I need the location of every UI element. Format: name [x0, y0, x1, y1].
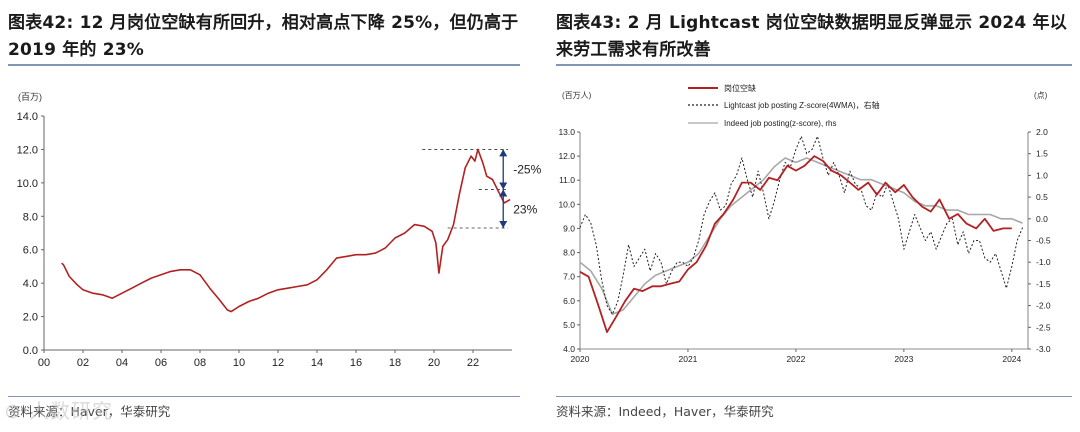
right-y2-tick-label: -2.5	[1036, 322, 1051, 332]
left-unit-label: (百万)	[18, 92, 42, 102]
right-series-line-1	[579, 135, 1024, 315]
left-figure-title: 图表42: 12 月岗位空缺有所回升，相对高点下降 25%，但仍高于 2019 …	[8, 13, 519, 60]
right-y-tick-label: 13.0	[558, 127, 575, 137]
right-y-tick-label: 12.0	[558, 151, 575, 161]
right-y2-tick-label: 0.5	[1036, 192, 1048, 202]
right-chart: (百万人) (点) 4.0 5.0 6.0 7.0 8.0 9.0 10.0 11.0 12.0 13…	[558, 83, 1051, 364]
right-y-tick-label: 7.0	[563, 272, 575, 282]
right-figure: 图表43: 2 月 Lightcast 岗位空缺数据明显反弹显示 2024 年以…	[548, 0, 1080, 432]
watermark-logo: ⊙ 人数研究	[4, 399, 114, 423]
left-above-2019-arrow-head	[499, 220, 508, 228]
left-x-tick-label: 06	[155, 357, 167, 369]
left-chart: (百万) 0.0 2.0 4.0 6.0 8.0 10.0 12.0 14.0 00 02 04 06 0…	[17, 92, 542, 369]
right-x-tick-label: 2020	[571, 354, 590, 364]
right-source-note: 资料来源：Indeed，Haver，华泰研究	[556, 404, 774, 419]
right-y2-tick-label: 0.0	[1036, 214, 1048, 224]
right-y2-tick-label: 2.0	[1036, 127, 1048, 137]
left-y-tick-label: 8.0	[23, 211, 38, 223]
left-annotation-above-2019: 23%	[513, 203, 537, 217]
right-y-tick-label: 10.0	[558, 199, 575, 209]
right-y2-tick-label: -0.5	[1036, 236, 1051, 246]
right-figure-title: 图表43: 2 月 Lightcast 岗位空缺数据明显反弹显示 2024 年以…	[556, 13, 1067, 60]
left-y-tick-label: 6.0	[23, 245, 38, 257]
right-y2-tick-label: -2.0	[1036, 301, 1051, 311]
right-y2-tick-label: -3.0	[1036, 344, 1051, 354]
left-series-line	[61, 148, 511, 313]
right-x-tick-label: 2022	[786, 354, 805, 364]
left-source-note: 资料来源：Haver，华泰研究	[8, 404, 171, 419]
right-y-tick-label: 6.0	[563, 296, 575, 306]
legend-label-2: Indeed job posting(z-score), rhs	[724, 119, 837, 128]
left-decline-arrow-tail-head	[499, 182, 508, 190]
left-x-tick-label: 14	[311, 357, 323, 369]
left-y-tick-label: 0.0	[23, 345, 38, 357]
right-y2-tick-label: 1.5	[1036, 149, 1048, 159]
legend-label-0: 岗位空缺	[724, 83, 756, 93]
right-bottom-rule	[556, 396, 1072, 397]
right-y2-tick-label: 1.0	[1036, 170, 1048, 180]
left-bottom-rule	[8, 396, 520, 397]
left-y-tick-label: 10.0	[17, 178, 38, 190]
left-x-tick-label: 10	[233, 357, 245, 369]
left-x-tick-label: 20	[428, 357, 440, 369]
left-annotation-decline: -25%	[513, 162, 541, 176]
right-series-line-2	[579, 157, 1023, 316]
right-x-tick-label: 2023	[894, 354, 913, 364]
left-x-tick-label: 18	[389, 357, 401, 369]
right-y-tick-label: 8.0	[563, 248, 575, 258]
left-x-tick-label: 02	[77, 357, 89, 369]
right-y2-tick-label: -1.5	[1036, 279, 1051, 289]
left-y-tick-label: 4.0	[23, 278, 38, 290]
left-x-tick-label: 16	[350, 357, 362, 369]
right-y-tick-label: 5.0	[563, 320, 575, 330]
left-decline-arrow-head	[499, 149, 508, 157]
legend-label-1: Lightcast job posting Z-score(4WMA)，右轴	[724, 100, 880, 110]
right-series-line-0	[579, 155, 1012, 333]
right-unit-label-rhs: (点)	[1034, 91, 1048, 100]
left-x-tick-label: 08	[194, 357, 206, 369]
left-x-tick-label: 22	[467, 357, 479, 369]
right-y-tick-label: 11.0	[559, 175, 575, 185]
left-y-tick-label: 12.0	[17, 144, 38, 156]
left-y-tick-label: 2.0	[23, 312, 38, 324]
left-figure: 图表42: 12 月岗位空缺有所回升，相对高点下降 25%，但仍高于 2019 …	[0, 0, 542, 432]
right-x-tick-label: 2024	[1002, 354, 1021, 364]
left-y-tick-label: 14.0	[17, 111, 38, 123]
left-title-rule	[8, 64, 520, 66]
right-title-rule	[556, 64, 1072, 66]
right-unit-label: (百万人)	[562, 91, 592, 100]
left-x-tick-label: 04	[116, 357, 128, 369]
left-x-tick-label: 00	[38, 357, 50, 369]
left-above-2019-arrow-tail-head	[499, 189, 508, 197]
right-y-tick-label: 9.0	[563, 223, 575, 233]
right-y2-tick-label: -1.0	[1036, 257, 1051, 267]
right-y-tick-label: 4.0	[563, 344, 575, 354]
left-x-tick-label: 12	[272, 357, 284, 369]
right-x-tick-label: 2021	[678, 354, 697, 364]
